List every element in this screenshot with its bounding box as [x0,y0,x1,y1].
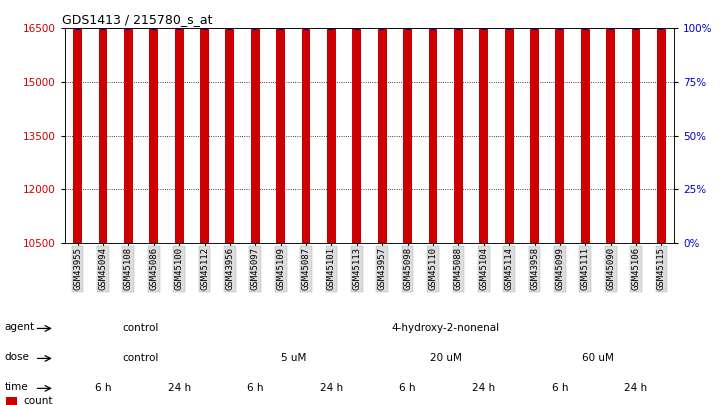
Text: 5 uM: 5 uM [280,354,306,363]
Text: 24 h: 24 h [624,384,647,393]
Text: GDS1413 / 215780_s_at: GDS1413 / 215780_s_at [62,13,213,26]
Text: 24 h: 24 h [320,384,343,393]
Bar [301,0,311,243]
Bar [581,0,590,243]
Bar [378,0,386,243]
Text: agent: agent [4,322,35,332]
Text: 24 h: 24 h [472,384,495,393]
Text: dose: dose [4,352,30,362]
Text: 60 uM: 60 uM [582,354,614,363]
Bar [657,0,666,243]
Bar [403,0,412,243]
Text: 6 h: 6 h [247,384,264,393]
Text: control: control [123,354,159,363]
Text: 6 h: 6 h [399,384,416,393]
Bar [454,0,463,243]
Bar [428,0,438,243]
Bar [251,0,260,243]
Bar [149,0,158,243]
Bar [200,0,209,243]
Bar [174,0,184,243]
Bar [505,0,513,243]
Text: control: control [123,324,159,333]
Text: 6 h: 6 h [552,384,568,393]
Bar [327,0,336,243]
Bar [6,396,17,405]
Bar [530,0,539,243]
Bar [73,0,82,243]
Text: 6 h: 6 h [94,384,111,393]
Bar [99,0,107,243]
Text: 24 h: 24 h [167,384,190,393]
Bar [632,0,640,243]
Text: 20 uM: 20 uM [430,354,461,363]
Text: 4-hydroxy-2-nonenal: 4-hydroxy-2-nonenal [392,324,500,333]
Bar [226,0,234,243]
Bar [606,0,615,243]
Text: count: count [23,396,53,405]
Bar [124,0,133,243]
Bar [276,0,285,243]
Text: time: time [4,382,28,392]
Bar [479,0,488,243]
Bar [353,0,361,243]
Bar [555,0,565,243]
